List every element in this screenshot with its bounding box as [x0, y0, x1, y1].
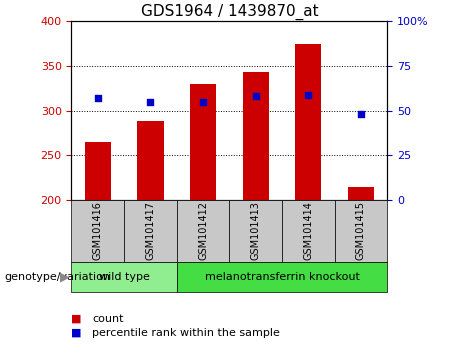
- Text: count: count: [92, 314, 124, 324]
- Bar: [177, 262, 387, 292]
- Text: GSM101414: GSM101414: [303, 201, 313, 261]
- Text: GSM101417: GSM101417: [145, 201, 155, 261]
- Bar: [282, 200, 335, 262]
- Bar: [242, 72, 269, 200]
- Bar: [71, 262, 177, 292]
- Text: GSM101415: GSM101415: [356, 201, 366, 261]
- Bar: [85, 142, 111, 200]
- Point: [252, 93, 260, 99]
- Text: percentile rank within the sample: percentile rank within the sample: [92, 328, 280, 338]
- Bar: [335, 200, 387, 262]
- Text: ■: ■: [71, 328, 85, 338]
- Text: GSM101412: GSM101412: [198, 201, 208, 261]
- Text: melanotransferrin knockout: melanotransferrin knockout: [205, 272, 360, 282]
- Text: GSM101413: GSM101413: [251, 201, 260, 261]
- Point: [94, 95, 101, 101]
- Bar: [71, 200, 124, 262]
- Text: GSM101416: GSM101416: [93, 201, 103, 261]
- Text: ▶: ▶: [59, 270, 69, 284]
- Bar: [348, 187, 374, 200]
- Title: GDS1964 / 1439870_at: GDS1964 / 1439870_at: [141, 4, 318, 20]
- Bar: [177, 200, 229, 262]
- Point: [305, 92, 312, 97]
- Bar: [124, 200, 177, 262]
- Bar: [295, 44, 321, 200]
- Bar: [137, 121, 164, 200]
- Text: genotype/variation: genotype/variation: [5, 272, 111, 282]
- Point: [357, 112, 365, 117]
- Point: [199, 99, 207, 104]
- Point: [147, 99, 154, 104]
- Text: wild type: wild type: [99, 272, 149, 282]
- Text: ■: ■: [71, 314, 85, 324]
- Bar: [229, 200, 282, 262]
- Bar: [190, 84, 216, 200]
